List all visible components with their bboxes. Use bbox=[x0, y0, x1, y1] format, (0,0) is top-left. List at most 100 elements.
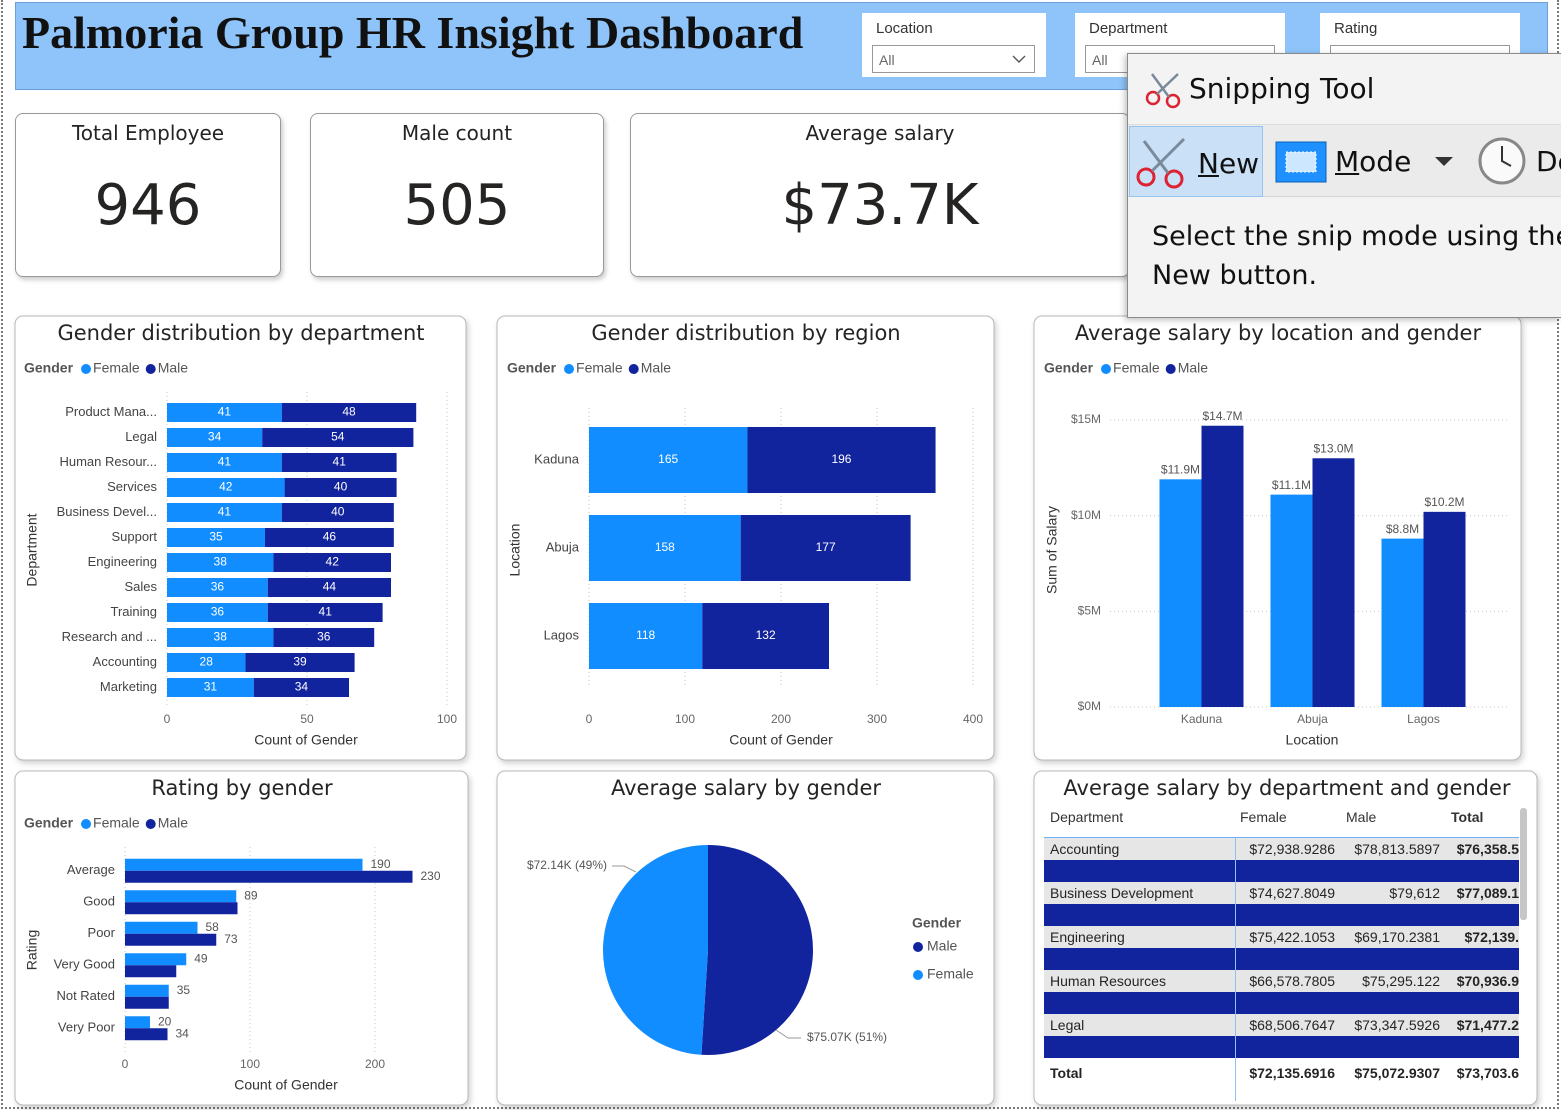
kpi-card: Total Employee 946 bbox=[15, 113, 281, 277]
bar bbox=[1312, 458, 1355, 707]
y-tick-label: Abuja bbox=[546, 539, 580, 554]
dropdown-value: All bbox=[1092, 52, 1108, 68]
legend-label: Male bbox=[158, 815, 189, 831]
data-label: 34 bbox=[295, 680, 309, 694]
bar bbox=[167, 628, 274, 647]
legend-title: Gender bbox=[24, 815, 74, 831]
data-label: 35 bbox=[177, 983, 191, 997]
y-tick-label: Very Good bbox=[54, 957, 115, 972]
legend-title: Gender bbox=[1044, 360, 1094, 376]
x-tick-label: 50 bbox=[300, 712, 314, 726]
y-axis-label: Sum of Salary bbox=[1044, 506, 1060, 594]
table-cell: Accounting bbox=[1050, 841, 1120, 857]
data-label: 42 bbox=[326, 555, 340, 569]
bar bbox=[125, 953, 187, 966]
data-label: $72.14K (49%) bbox=[527, 858, 607, 872]
filter[interactable]: Location All bbox=[862, 13, 1046, 77]
data-label: 41 bbox=[333, 455, 347, 469]
bar bbox=[265, 528, 394, 547]
bar bbox=[273, 628, 375, 647]
data-label: 20 bbox=[158, 1014, 172, 1028]
data-label: 36 bbox=[317, 630, 331, 644]
data-label: 34 bbox=[208, 430, 222, 444]
data-label: 196 bbox=[831, 452, 851, 466]
x-tick-label: 100 bbox=[675, 712, 695, 726]
y-tick-label: Business Devel... bbox=[57, 504, 157, 519]
data-label: 28 bbox=[200, 655, 214, 669]
y-tick-label: Very Poor bbox=[58, 1020, 116, 1035]
dashboard-title: Palmoria Group HR Insight Dashboard bbox=[22, 7, 804, 58]
data-label: 35 bbox=[209, 530, 223, 544]
bar bbox=[125, 933, 217, 946]
legend-title: Gender bbox=[24, 360, 74, 376]
legend-label: Male bbox=[641, 360, 672, 376]
data-label: 41 bbox=[218, 455, 232, 469]
y-tick-label: Engineering bbox=[88, 554, 157, 569]
bar bbox=[281, 503, 394, 522]
y-tick-label: Lagos bbox=[544, 627, 580, 642]
row-band bbox=[1044, 904, 1519, 926]
legend-swatch bbox=[1165, 364, 1176, 374]
new-button[interactable]: New bbox=[1129, 126, 1263, 197]
y-tick-label: Average bbox=[67, 862, 115, 877]
data-label: 54 bbox=[331, 430, 345, 444]
bar bbox=[167, 678, 254, 697]
x-tick-label: 300 bbox=[867, 712, 887, 726]
data-label: 38 bbox=[214, 555, 228, 569]
bar bbox=[167, 453, 282, 472]
toolbar: New Mode Delay bbox=[1128, 124, 1561, 197]
button-label[interactable]: Delay bbox=[1536, 145, 1561, 178]
bar bbox=[167, 603, 268, 622]
bar bbox=[125, 1028, 168, 1041]
data-label: 34 bbox=[176, 1026, 190, 1040]
bar bbox=[125, 902, 238, 915]
leader-line bbox=[775, 1029, 801, 1039]
data-label: 44 bbox=[323, 580, 337, 594]
bar bbox=[125, 858, 363, 871]
y-axis-label: Rating bbox=[24, 930, 40, 970]
dropdown-arrow bbox=[1435, 157, 1453, 166]
x-tick-label: 0 bbox=[122, 1057, 129, 1071]
bar bbox=[284, 478, 397, 497]
data-label: 39 bbox=[293, 655, 307, 669]
table-title: Average salary by department and gender bbox=[1063, 776, 1510, 800]
bar bbox=[253, 678, 349, 697]
data-label: $10.2M bbox=[1424, 495, 1464, 509]
bar bbox=[267, 578, 391, 597]
column-separator bbox=[1235, 838, 1236, 1101]
legend-label: Female bbox=[576, 360, 623, 376]
data-label: 132 bbox=[756, 628, 776, 642]
data-label: 89 bbox=[244, 888, 258, 902]
data-label: 40 bbox=[334, 480, 348, 494]
table-cell: $73,347.5926 bbox=[1354, 1017, 1440, 1033]
x-tick-label: 100 bbox=[437, 712, 457, 726]
legend-label: Female bbox=[1113, 360, 1160, 376]
table-cell: $74,627.8049 bbox=[1249, 885, 1335, 901]
row-band bbox=[1044, 882, 1519, 904]
dropdown[interactable]: All bbox=[872, 45, 1035, 73]
table-cell: $79,612 bbox=[1389, 885, 1440, 901]
message-line: Select the snip mode using the bbox=[1152, 221, 1561, 252]
y-tick-label: $15M bbox=[1071, 412, 1101, 426]
row-band bbox=[1044, 926, 1519, 948]
button-label[interactable]: Mode bbox=[1335, 145, 1412, 178]
legend-title: Gender bbox=[912, 915, 962, 931]
scissors-icon bbox=[1136, 137, 1186, 189]
column-header: Total bbox=[1451, 809, 1484, 825]
scrollbar[interactable] bbox=[1520, 808, 1527, 920]
data-label: 41 bbox=[218, 405, 232, 419]
data-label: $13.0M bbox=[1313, 441, 1353, 455]
data-label: 73 bbox=[224, 932, 238, 946]
table-cell: Business Development bbox=[1050, 885, 1194, 901]
bar bbox=[262, 428, 414, 447]
filter-label: Department bbox=[1089, 20, 1168, 37]
table-cell: $78,813.5897 bbox=[1354, 841, 1440, 857]
legend-label: Female bbox=[93, 360, 140, 376]
pie-slice bbox=[603, 845, 708, 1055]
data-label: 158 bbox=[655, 540, 675, 554]
chart-title: Average salary by location and gender bbox=[1075, 321, 1482, 345]
chart-title: Rating by gender bbox=[151, 776, 333, 800]
data-label: 40 bbox=[331, 505, 345, 519]
data-label: 177 bbox=[816, 540, 836, 554]
mode-icon bbox=[1275, 141, 1327, 183]
